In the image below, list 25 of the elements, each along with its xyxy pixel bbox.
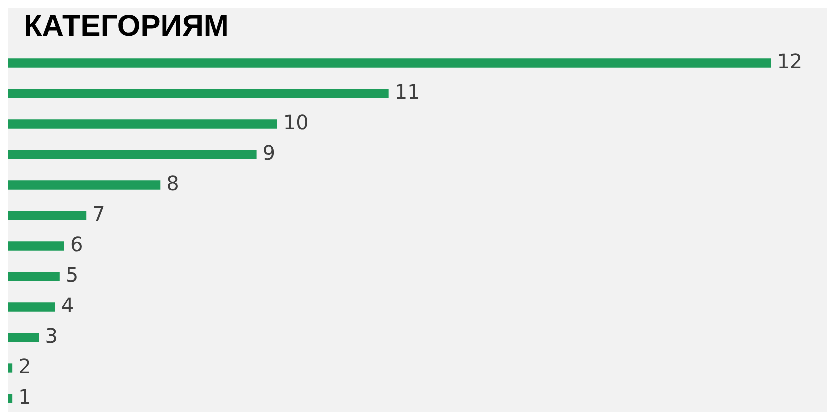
y-tick-label: 8 (166, 171, 180, 196)
bar (8, 302, 56, 312)
chart-title: КАТЕГОРИЯМ (23, 9, 230, 45)
bar (8, 394, 13, 404)
y-tick-label: 6 (70, 232, 84, 256)
y-tick-label: 5 (66, 262, 79, 287)
y-tick-label: 7 (92, 202, 106, 226)
bar (8, 211, 87, 220)
y-tick-label: 9 (262, 140, 276, 165)
y-tick-label: 4 (61, 293, 74, 318)
bar (8, 364, 13, 373)
bar (8, 242, 64, 251)
bar (8, 89, 389, 98)
y-tick-label: 11 (394, 80, 420, 104)
y-tick-label: 2 (18, 354, 32, 378)
bar (8, 150, 257, 160)
y-tick-label: 10 (283, 110, 309, 134)
bar (8, 272, 60, 282)
bar (8, 333, 40, 342)
y-tick-label: 12 (777, 49, 803, 74)
y-tick-label: 1 (18, 384, 32, 409)
y-tick-label: 3 (45, 324, 58, 348)
bar (8, 180, 161, 190)
bar (8, 120, 278, 129)
bar (8, 58, 772, 68)
